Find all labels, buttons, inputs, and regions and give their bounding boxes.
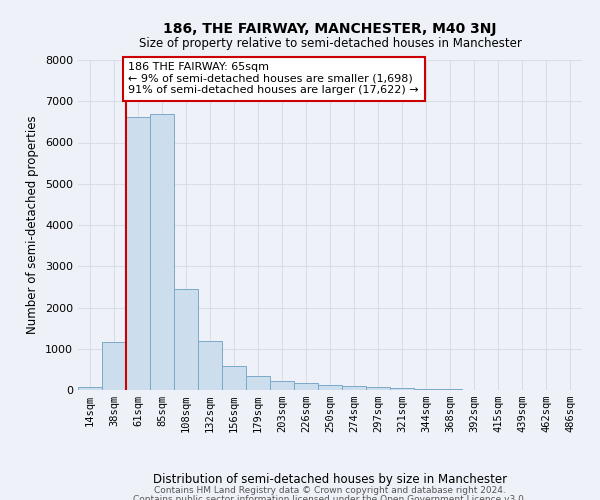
- Bar: [126, 117, 150, 390]
- Bar: [318, 386, 342, 390]
- Bar: [246, 376, 270, 390]
- Bar: [150, 114, 174, 390]
- Text: Size of property relative to semi-detached houses in Manchester: Size of property relative to semi-detach…: [139, 38, 521, 51]
- Bar: [414, 388, 438, 390]
- Bar: [222, 366, 246, 390]
- Bar: [390, 388, 414, 390]
- Text: Distribution of semi-detached houses by size in Manchester: Distribution of semi-detached houses by …: [153, 472, 507, 486]
- Text: 186, THE FAIRWAY, MANCHESTER, M40 3NJ: 186, THE FAIRWAY, MANCHESTER, M40 3NJ: [163, 22, 497, 36]
- Y-axis label: Number of semi-detached properties: Number of semi-detached properties: [26, 116, 40, 334]
- Bar: [294, 383, 318, 390]
- Bar: [174, 288, 198, 390]
- Bar: [366, 386, 390, 390]
- Bar: [78, 387, 102, 390]
- Text: 186 THE FAIRWAY: 65sqm
← 9% of semi-detached houses are smaller (1,698)
91% of s: 186 THE FAIRWAY: 65sqm ← 9% of semi-deta…: [128, 62, 419, 96]
- Bar: [198, 341, 222, 390]
- Bar: [342, 386, 366, 390]
- Text: Contains HM Land Registry data © Crown copyright and database right 2024.: Contains HM Land Registry data © Crown c…: [154, 486, 506, 495]
- Text: Contains public sector information licensed under the Open Government Licence v3: Contains public sector information licen…: [133, 495, 527, 500]
- Bar: [270, 382, 294, 390]
- Bar: [102, 342, 126, 390]
